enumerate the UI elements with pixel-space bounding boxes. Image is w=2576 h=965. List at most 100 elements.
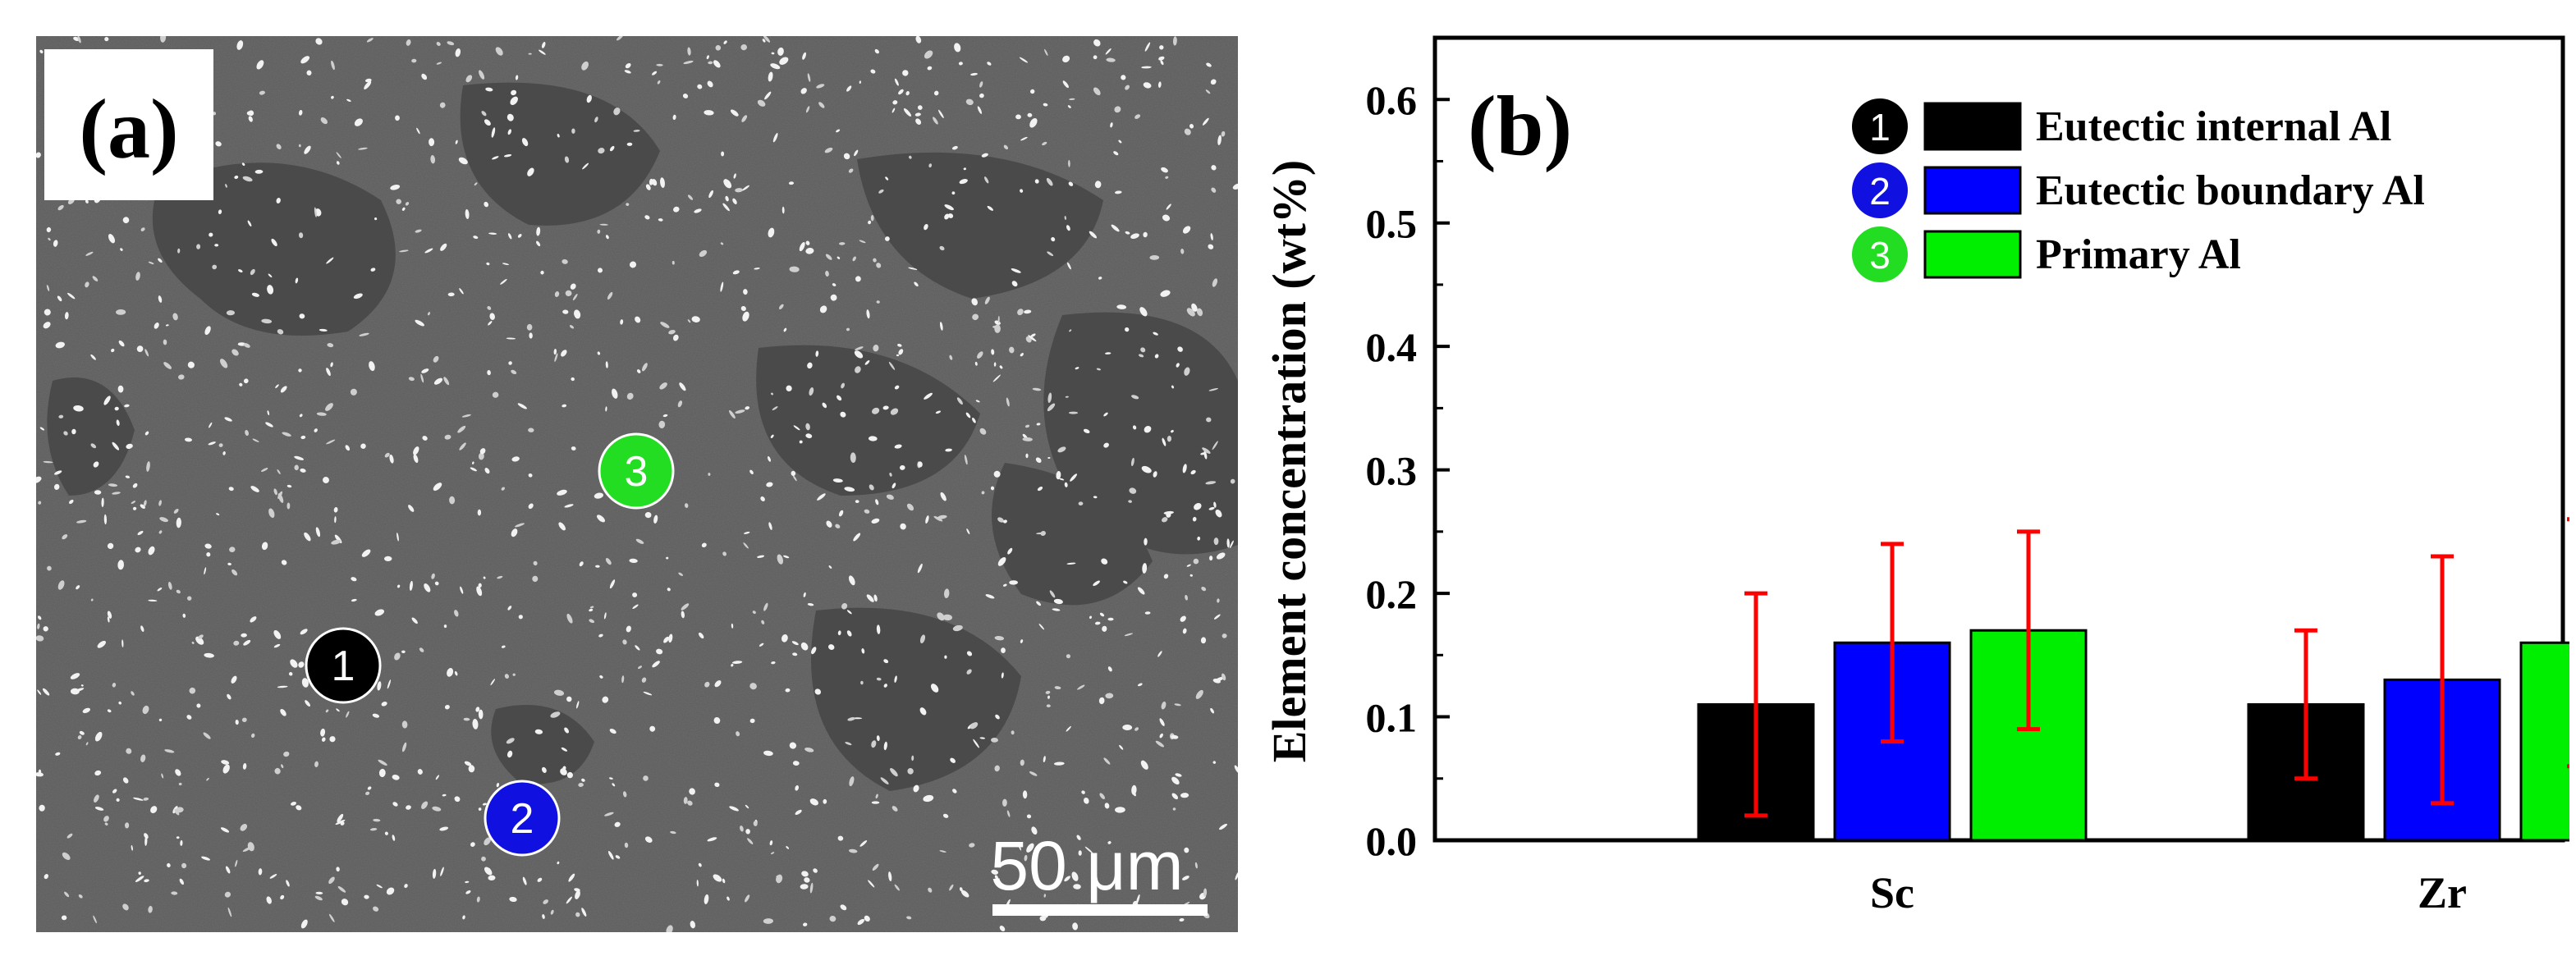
eutectic-particle (876, 677, 882, 681)
eutectic-particle (463, 717, 470, 721)
eutectic-particle (660, 322, 670, 328)
eutectic-particle (956, 397, 963, 405)
eutectic-particle (472, 461, 474, 464)
eutectic-particle (543, 899, 549, 904)
eutectic-particle (952, 624, 963, 632)
eutectic-particle (222, 451, 226, 455)
eutectic-particle (171, 891, 178, 895)
eutectic-particle (959, 887, 963, 892)
eutectic-particle (979, 93, 984, 98)
eutectic-particle (1208, 244, 1214, 249)
eutectic-particle (993, 470, 1001, 478)
eutectic-particle (276, 144, 282, 150)
eutectic-particle (427, 312, 431, 316)
eutectic-particle (791, 470, 796, 476)
eutectic-particle (866, 594, 874, 602)
eutectic-particle (227, 693, 231, 700)
eutectic-particle (1182, 628, 1187, 634)
eutectic-particle (206, 777, 209, 781)
eutectic-particle (240, 824, 248, 831)
eutectic-particle (1071, 871, 1079, 881)
eutectic-particle (1116, 304, 1127, 309)
eutectic-particle (64, 312, 69, 320)
eutectic-particle (670, 830, 676, 835)
eutectic-particle (690, 921, 695, 929)
eutectic-particle (589, 619, 595, 624)
eutectic-particle (1105, 352, 1112, 354)
eutectic-particle (112, 441, 120, 450)
eutectic-particle (94, 490, 102, 495)
eutectic-particle (749, 683, 757, 690)
eutectic-particle (277, 685, 288, 688)
eutectic-particle (568, 873, 575, 882)
eutectic-particle (539, 49, 546, 55)
eutectic-particle (57, 295, 62, 302)
eutectic-particle (614, 821, 621, 827)
eutectic-particle (536, 226, 541, 236)
eutectic-particle (1162, 437, 1167, 446)
eutectic-particle (701, 542, 707, 548)
eutectic-particle (1029, 118, 1038, 128)
eutectic-particle (432, 806, 442, 812)
eutectic-particle (625, 62, 631, 69)
eutectic-particle (1029, 89, 1035, 94)
eutectic-particle (1185, 594, 1188, 601)
eutectic-particle (63, 431, 68, 436)
eutectic-particle (951, 145, 958, 150)
eutectic-particle (969, 843, 975, 848)
eutectic-particle (476, 896, 480, 903)
eutectic-particle (890, 408, 899, 415)
eutectic-particle (241, 162, 245, 167)
eutectic-particle (735, 409, 745, 414)
eutectic-particle (37, 623, 40, 629)
eutectic-particle (107, 616, 110, 623)
eutectic-particle (1213, 537, 1219, 546)
eutectic-particle (511, 456, 520, 462)
eutectic-particle (999, 926, 1006, 931)
eutectic-particle (560, 768, 567, 775)
eutectic-particle (805, 423, 810, 431)
eutectic-particle (316, 412, 327, 416)
eutectic-particle (1210, 79, 1217, 85)
eutectic-particle (421, 73, 428, 80)
eutectic-particle (622, 639, 627, 645)
eutectic-particle (510, 96, 518, 105)
eutectic-particle (854, 350, 864, 359)
eutectic-particle (236, 40, 244, 50)
eutectic-particle (1141, 465, 1152, 473)
eutectic-particle (247, 220, 252, 227)
eutectic-particle (1103, 412, 1108, 417)
eutectic-particle (866, 309, 870, 319)
eutectic-particle (481, 856, 486, 862)
eutectic-particle (923, 794, 934, 803)
eutectic-particle (1234, 765, 1238, 774)
eutectic-particle (275, 384, 279, 389)
eutectic-particle (401, 742, 407, 752)
eutectic-particle (1107, 841, 1112, 844)
eutectic-particle (392, 835, 396, 841)
eutectic-particle (528, 503, 534, 510)
eutectic-particle (1161, 701, 1167, 710)
eutectic-particle (777, 554, 784, 565)
eutectic-particle (652, 71, 658, 75)
eutectic-particle (439, 826, 449, 831)
eutectic-particle (951, 191, 956, 195)
eutectic-particle (825, 270, 829, 277)
eutectic-particle (684, 503, 689, 508)
eutectic-particle (855, 500, 859, 504)
eutectic-particle (626, 392, 634, 400)
eutectic-particle (48, 237, 51, 241)
eutectic-particle (570, 283, 576, 290)
eutectic-particle (433, 483, 442, 492)
eutectic-particle (269, 874, 277, 879)
eutectic-particle (749, 718, 755, 724)
eutectic-particle (509, 896, 517, 903)
eutectic-particle (392, 774, 400, 780)
eutectic-particle (373, 818, 381, 822)
eutectic-particle (977, 106, 983, 114)
eutectic-particle (944, 204, 954, 211)
eutectic-particle (280, 386, 287, 393)
eutectic-particle (991, 737, 998, 743)
eutectic-particle (557, 489, 567, 496)
eutectic-particle (832, 283, 837, 286)
